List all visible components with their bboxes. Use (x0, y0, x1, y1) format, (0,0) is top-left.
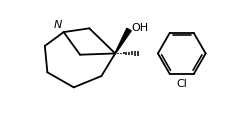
Text: OH: OH (131, 23, 148, 33)
Polygon shape (114, 28, 131, 54)
Text: N: N (53, 20, 61, 30)
Text: Cl: Cl (176, 79, 186, 89)
